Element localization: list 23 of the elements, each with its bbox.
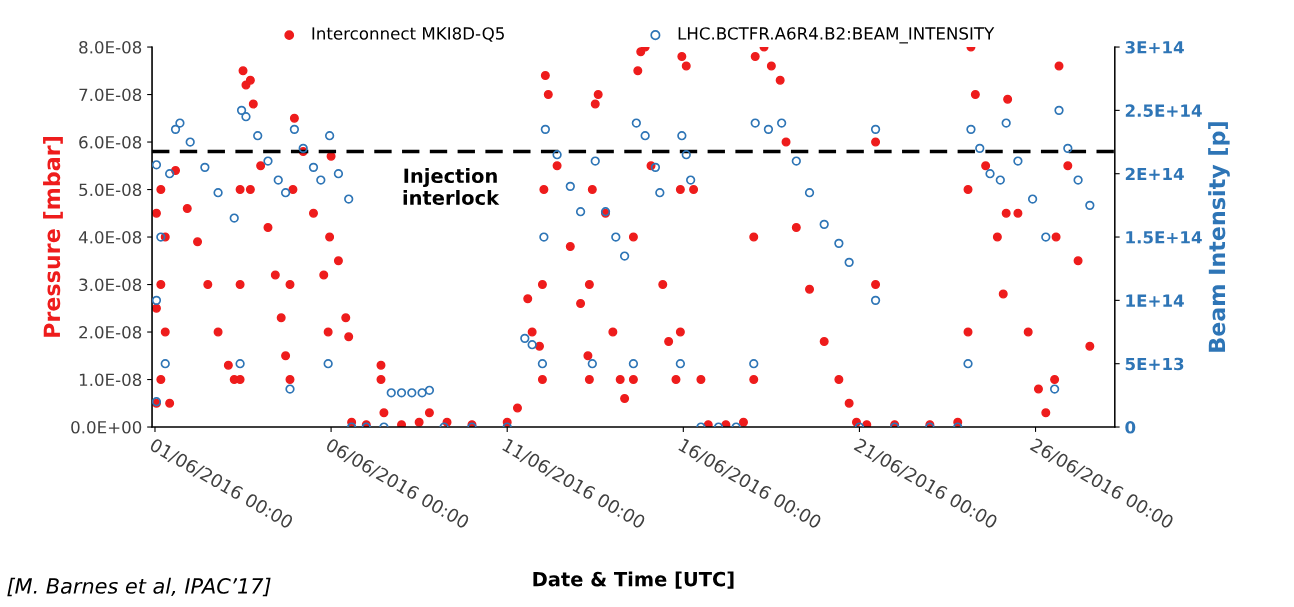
y-tick-label: 8.0E-08 bbox=[79, 41, 142, 54]
y2-tick-label: 1.5E+14 bbox=[1126, 231, 1202, 244]
y2-tick-label: 2E+14 bbox=[1125, 167, 1184, 181]
text: [M. Barnes et al, IPAC’17] bbox=[7, 577, 271, 597]
y-tick-label: 5.0E-08 bbox=[79, 183, 142, 197]
legend-label: Interconnect MKI8D-Q5 bbox=[312, 27, 504, 42]
y-axis-title: Pressure [mbar] bbox=[43, 137, 63, 337]
ref-line-label: Injection interlock bbox=[403, 168, 500, 206]
y-tick-label: 6.0E-08 bbox=[79, 136, 142, 149]
y2-tick-label: 5E+13 bbox=[1125, 357, 1184, 371]
y2-tick-label: 2.5E+14 bbox=[1125, 104, 1202, 117]
y2-tick-label: 1E+14 bbox=[1126, 294, 1184, 307]
y2-tick-label: 3E+14 bbox=[1125, 41, 1184, 54]
y-tick-label: 0.0E+00 bbox=[71, 420, 142, 434]
y2-axis-title: Beam Intensity [p] bbox=[1208, 122, 1230, 352]
y-tick-label: 3.0E-08 bbox=[79, 278, 142, 292]
x-axis-title: Date & Time [UTC] bbox=[533, 571, 734, 589]
y-tick-label: 7.0E-08 bbox=[79, 88, 142, 102]
y-tick-label: 4.0E-08 bbox=[78, 231, 142, 244]
legend-label: LHC.BCTFR.A6R4.B2:BEAM_INTENSITY bbox=[678, 27, 995, 44]
y-tick-label: 1.0E-08 bbox=[79, 373, 142, 387]
y-tick-label: 2.0E-08 bbox=[79, 325, 142, 339]
y2-tick-label: 0 bbox=[1125, 420, 1136, 434]
